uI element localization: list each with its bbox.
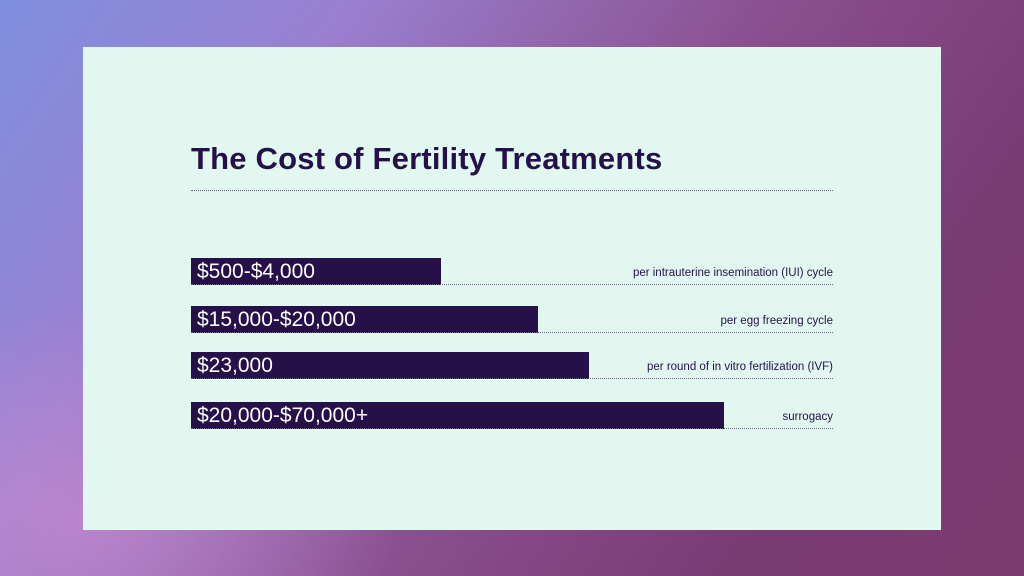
cost-bar: $500-$4,000 [191,258,441,285]
cost-description: per egg freezing cycle [720,315,833,327]
cost-description: surrogacy [782,411,834,423]
row-divider [191,332,833,333]
title-divider [191,190,833,191]
row-divider [191,284,833,285]
row-divider [191,378,833,379]
row-divider [191,428,833,429]
cost-bar: $23,000 [191,352,589,379]
chart-title: The Cost of Fertility Treatments [191,141,663,176]
cost-description: per round of in vitro fertilization (IVF… [647,361,833,373]
cost-bar: $15,000-$20,000 [191,306,538,333]
cost-description: per intrauterine insemination (IUI) cycl… [632,267,833,279]
infographic-card: The Cost of Fertility Treatments $500-$4… [83,47,941,530]
cost-bar: $20,000-$70,000+ [191,402,724,429]
